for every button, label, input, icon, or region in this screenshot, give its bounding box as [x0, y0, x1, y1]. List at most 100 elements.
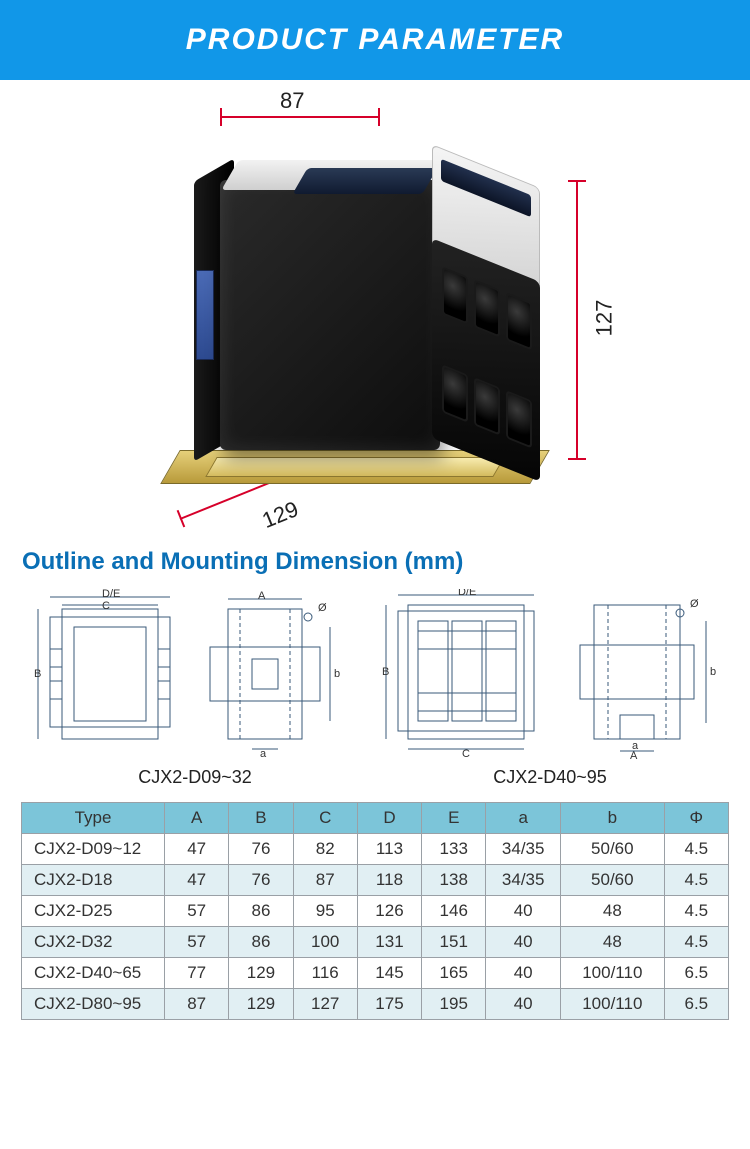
device-brand-label	[196, 270, 214, 360]
svg-text:b: b	[710, 666, 716, 678]
device-top-cap-dark	[292, 168, 437, 194]
table-header-cell: a	[486, 803, 561, 834]
type-cell: CJX2-D25	[22, 896, 165, 927]
product-illustration: 87 127 129	[0, 80, 750, 540]
table-header-cell: b	[561, 803, 665, 834]
value-cell: 87	[293, 865, 357, 896]
value-cell: 95	[293, 896, 357, 927]
type-cell: CJX2-D18	[22, 865, 165, 896]
value-cell: 34/35	[486, 834, 561, 865]
value-cell: 175	[357, 989, 421, 1020]
value-cell: 86	[229, 927, 293, 958]
svg-text:C: C	[462, 748, 470, 759]
value-cell: 48	[561, 896, 665, 927]
value-cell: 100/110	[561, 958, 665, 989]
svg-text:b: b	[334, 668, 340, 680]
value-cell: 100	[293, 927, 357, 958]
diagrams-row: D/E C B A b a Ø CJX2-D09~32	[0, 582, 750, 792]
value-cell: 100/110	[561, 989, 665, 1020]
table-row: CJX2-D80~958712912717519540100/1106.5	[22, 989, 729, 1020]
value-cell: 126	[357, 896, 421, 927]
diagram-right-label: CJX2-D40~95	[380, 767, 720, 788]
table-header-cell: C	[293, 803, 357, 834]
table-row: CJX2-D09~1247768211313334/3550/604.5	[22, 834, 729, 865]
svg-text:a: a	[260, 748, 267, 759]
table-header-cell: E	[422, 803, 486, 834]
svg-text:D/E: D/E	[102, 589, 120, 600]
header-title: PRODUCT PARAMETER	[186, 23, 564, 57]
table-row: CJX2-D32578610013115140484.5	[22, 927, 729, 958]
type-cell: CJX2-D80~95	[22, 989, 165, 1020]
dim-line-top	[220, 116, 380, 118]
value-cell: 47	[165, 865, 229, 896]
svg-text:C: C	[102, 600, 110, 612]
device-right-top-strip	[441, 159, 531, 217]
value-cell: 6.5	[664, 958, 728, 989]
dim-line-right	[576, 180, 578, 460]
value-cell: 129	[229, 989, 293, 1020]
value-cell: 87	[165, 989, 229, 1020]
value-cell: 76	[229, 834, 293, 865]
value-cell: 86	[229, 896, 293, 927]
device-right-body	[432, 238, 540, 482]
svg-text:A: A	[630, 750, 638, 759]
type-cell: CJX2-D09~12	[22, 834, 165, 865]
value-cell: 165	[422, 958, 486, 989]
dim-top-label: 87	[280, 88, 304, 114]
value-cell: 50/60	[561, 834, 665, 865]
svg-text:B: B	[382, 666, 389, 678]
table-row: CJX2-D1847768711813834/3550/604.5	[22, 865, 729, 896]
table-header-cell: A	[165, 803, 229, 834]
type-cell: CJX2-D32	[22, 927, 165, 958]
table-header-cell: D	[357, 803, 421, 834]
value-cell: 48	[561, 927, 665, 958]
table-header-cell: Type	[22, 803, 165, 834]
terminal-port	[474, 377, 500, 436]
terminal-port	[474, 279, 500, 338]
terminal-port	[506, 390, 532, 449]
value-cell: 118	[357, 865, 421, 896]
value-cell: 116	[293, 958, 357, 989]
device-render	[170, 140, 540, 500]
svg-text:Ø: Ø	[690, 598, 699, 610]
value-cell: 127	[293, 989, 357, 1020]
diagram-left: D/E C B A b a Ø CJX2-D09~32	[30, 589, 360, 788]
value-cell: 50/60	[561, 865, 665, 896]
value-cell: 4.5	[664, 927, 728, 958]
value-cell: 40	[486, 958, 561, 989]
value-cell: 145	[357, 958, 421, 989]
svg-text:B: B	[34, 668, 41, 680]
value-cell: 40	[486, 989, 561, 1020]
value-cell: 113	[357, 834, 421, 865]
value-cell: 57	[165, 896, 229, 927]
value-cell: 138	[422, 865, 486, 896]
table-row: CJX2-D40~657712911614516540100/1106.5	[22, 958, 729, 989]
value-cell: 4.5	[664, 834, 728, 865]
dim-bottom-label: 129	[258, 496, 302, 534]
spec-table: TypeABCDEabΦ CJX2-D09~1247768211313334/3…	[21, 802, 729, 1020]
svg-text:D/E: D/E	[458, 589, 476, 598]
value-cell: 82	[293, 834, 357, 865]
header-band: PRODUCT PARAMETER	[0, 0, 750, 80]
value-cell: 151	[422, 927, 486, 958]
svg-text:A: A	[258, 590, 266, 602]
section-title: Outline and Mounting Dimension (mm)	[0, 540, 750, 582]
value-cell: 34/35	[486, 865, 561, 896]
value-cell: 146	[422, 896, 486, 927]
diagram-left-label: CJX2-D09~32	[30, 767, 360, 788]
type-cell: CJX2-D40~65	[22, 958, 165, 989]
value-cell: 57	[165, 927, 229, 958]
table-row: CJX2-D2557869512614640484.5	[22, 896, 729, 927]
table-header-row: TypeABCDEabΦ	[22, 803, 729, 834]
value-cell: 40	[486, 896, 561, 927]
diagram-right: D/E B C b a A Ø CJX2-D40~95	[380, 589, 720, 788]
value-cell: 47	[165, 834, 229, 865]
table-header-cell: B	[229, 803, 293, 834]
value-cell: 77	[165, 958, 229, 989]
value-cell: 6.5	[664, 989, 728, 1020]
value-cell: 131	[357, 927, 421, 958]
table-header-cell: Φ	[664, 803, 728, 834]
value-cell: 76	[229, 865, 293, 896]
terminal-port	[442, 364, 468, 423]
value-cell: 4.5	[664, 865, 728, 896]
